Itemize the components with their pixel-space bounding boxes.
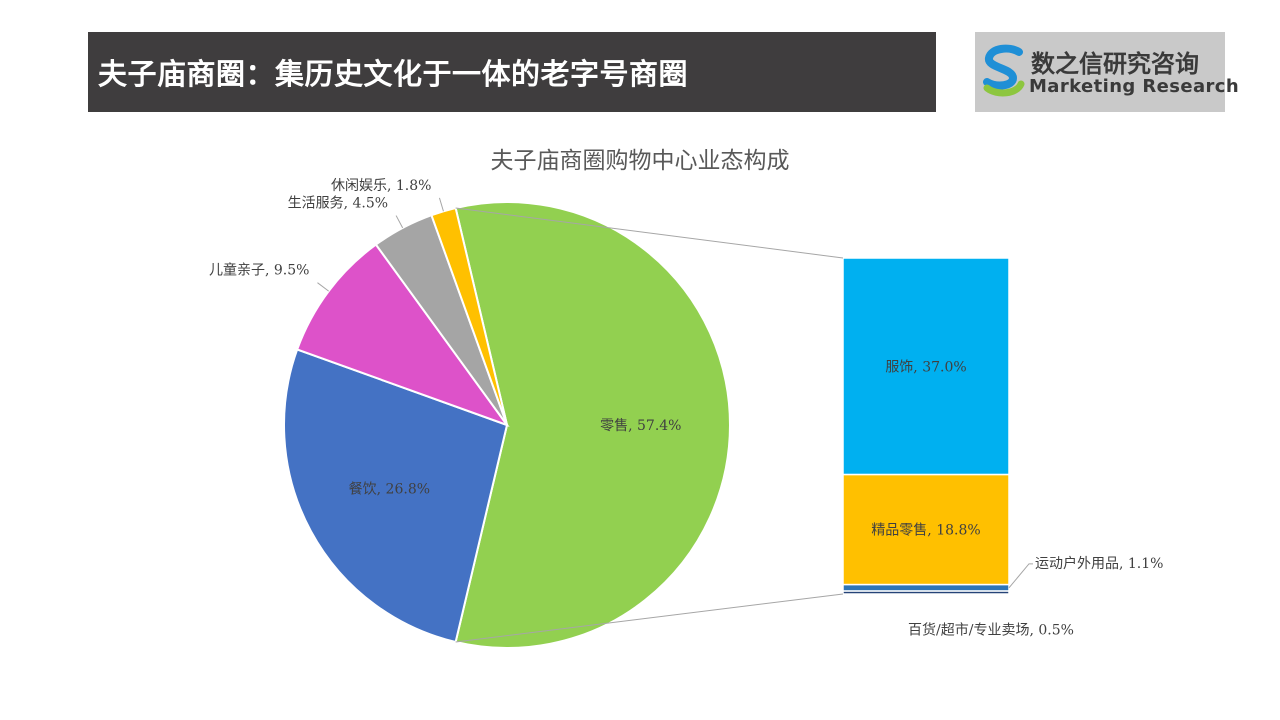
pie-slice-儿童亲子 [295, 243, 510, 428]
connector-line-top [455, 207, 844, 259]
s-logo-icon [983, 44, 1025, 97]
header-bar: 夫子庙商圈：集历史文化于一体的老字号商圈 [88, 32, 936, 112]
page-title: 夫子庙商圈：集历史文化于一体的老字号商圈 [98, 57, 689, 91]
leader-line-休闲娱乐 [438, 197, 444, 212]
logo-name-cn: 数之信研究咨询 [1031, 49, 1199, 78]
bar-segment-精品零售 [842, 473, 1010, 586]
pie-slice-休闲娱乐 [430, 206, 508, 426]
bar-segment-百货-超市-专业卖场 [842, 590, 1010, 595]
data-label-零售: 零售, 57.4% [600, 418, 681, 434]
pie-slice-零售 [454, 201, 731, 649]
bar-label-服饰: 服饰, 37.0% [885, 359, 966, 375]
connector-lines [455, 207, 844, 643]
bar-segments [842, 257, 1010, 595]
data-labels: 零售, 57.4% 餐饮, 26.8% 儿童亲子, 9.5% 生活服务, 4.5% 休闲… [209, 178, 1163, 639]
pie-slices [283, 201, 731, 649]
bar-label-精品零售: 精品零售, 18.8% [871, 523, 980, 539]
bar-segment-服饰 [842, 257, 1010, 476]
bar-leader-line-运动户外用品 [1008, 563, 1033, 589]
leader-line-儿童亲子 [317, 282, 329, 292]
bar-label-运动户外用品: 运动户外用品, 1.1% [1035, 555, 1163, 572]
bar-label-百货-超市-专业卖场: 百货/超市/专业卖场, 0.5% [908, 622, 1074, 639]
pie-slice-餐饮 [283, 348, 509, 644]
data-label-生活服务: 生活服务, 4.5% [288, 196, 388, 212]
leader-line-生活服务 [395, 215, 404, 229]
bar-segment-运动户外用品 [842, 583, 1010, 592]
data-label-休闲娱乐: 休闲娱乐, 1.8% [331, 178, 431, 194]
chart-title: 夫子庙商圈购物中心业态构成 [491, 148, 790, 174]
connector-line-bottom [455, 593, 844, 643]
data-label-餐饮: 餐饮, 26.8% [349, 482, 430, 498]
company-logo: 数之信研究咨询 Marketing Research [975, 32, 1239, 112]
logo-name-en: Marketing Research [1029, 76, 1240, 97]
data-label-儿童亲子: 儿童亲子, 9.5% [209, 262, 309, 279]
